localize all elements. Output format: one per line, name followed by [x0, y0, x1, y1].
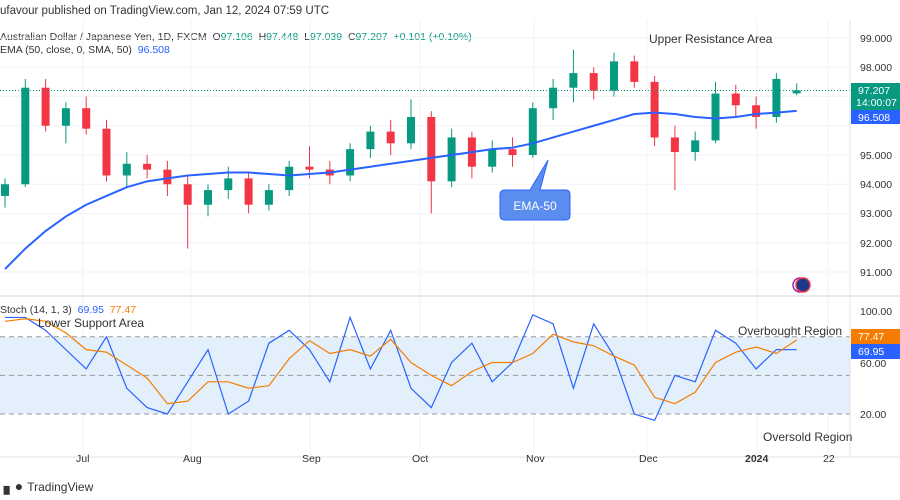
candle-body: [508, 149, 517, 155]
price-tick: 95.000: [860, 150, 892, 162]
candle-body: [305, 166, 314, 170]
change-value: +0.101 (+0.10%): [393, 31, 472, 43]
candle-body: [1, 184, 9, 196]
ema-callout: [499, 159, 571, 221]
ema-price-tag: [851, 110, 900, 124]
candle-body: [244, 178, 253, 205]
candle-body: [589, 73, 598, 91]
time-tick: 22: [823, 453, 835, 465]
low-value: 97.039: [309, 31, 343, 43]
candle-body: [650, 81, 659, 138]
candle-body: [752, 105, 761, 117]
candle-body: [264, 190, 273, 205]
stoch-k-line: [5, 314, 797, 422]
stoch-k-tag-text: 69.95: [858, 346, 884, 358]
time-axis[interactable]: Jul Aug Sep Oct Nov Dec 2024 22: [76, 453, 835, 465]
stoch-k-value: 69.95: [77, 304, 104, 316]
stoch-axis[interactable]: 100.00 60.00 20.00: [860, 306, 892, 421]
candle-body: [183, 184, 192, 205]
candle-body: [549, 87, 558, 109]
candle-body: [630, 61, 639, 82]
time-tick: Aug: [183, 453, 202, 465]
candle-body: [163, 169, 172, 185]
candle-body: [366, 131, 375, 150]
stoch-tick: 20.00: [860, 409, 886, 421]
candle-body: [21, 87, 30, 185]
stoch-k-tag: [851, 344, 900, 359]
symbol-legend: Australian Dollar / Japanese Yen, 1D, FX…: [0, 31, 472, 43]
candle-body: [82, 108, 91, 129]
candle-body: [772, 78, 781, 117]
candle-body: [447, 137, 456, 182]
candle-body: [41, 87, 50, 126]
candle-body: [691, 140, 700, 153]
time-tick: Sep: [302, 453, 321, 465]
candle-body: [610, 61, 618, 91]
price-tick: 93.000: [860, 208, 892, 220]
stoch-tick: 100.00: [860, 306, 892, 318]
upper-resistance-label: Upper Resistance Area: [649, 32, 773, 46]
candle-body: [488, 149, 497, 167]
symbol-name[interactable]: Australian Dollar / Japanese Yen, 1D, FX…: [0, 31, 207, 43]
price-tick: 99.000: [860, 33, 892, 45]
high-value: 97.448: [266, 31, 299, 43]
lower-support-label: Lower Support Area: [38, 316, 144, 330]
candle-body: [61, 108, 70, 126]
countdown-text: 14:00:07: [856, 97, 897, 109]
time-tick: Jul: [76, 453, 89, 465]
ema-line: [4, 109, 797, 270]
candle-body: [143, 163, 152, 170]
price-tick: 98.000: [860, 62, 892, 74]
candle-body: [711, 93, 720, 141]
oversold-label: Oversold Region: [763, 430, 852, 444]
candle-body: [792, 90, 801, 94]
ema-value: 96.508: [137, 44, 170, 56]
ema-callout-text: EMA-50: [513, 199, 557, 213]
candle-body: [102, 128, 111, 176]
candle-body: [346, 149, 355, 176]
stoch-legend[interactable]: Stoch (14, 1, 3) 69.95 77.47: [0, 304, 136, 316]
candle-body: [285, 166, 294, 191]
stoch-d-line: [4, 318, 798, 405]
flag-icon[interactable]: [792, 277, 811, 293]
candle-body: [731, 93, 740, 106]
open-value: 97.106: [220, 31, 253, 43]
close-value: 97.207: [355, 31, 388, 43]
time-tick: 2024: [745, 453, 769, 465]
price-axis[interactable]: 99.000 98.000 95.000 94.000 93.000 92.00…: [860, 33, 892, 279]
candle-body: [670, 137, 679, 153]
publish-info: ufavour published on TradingView.com, Ja…: [0, 5, 330, 17]
candle-body: [122, 163, 131, 176]
stoch-label: Stoch (14, 1, 3): [0, 304, 72, 316]
time-tick: Dec: [639, 453, 658, 465]
overbought-label: Overbought Region: [738, 324, 842, 338]
last-price-tag: [851, 83, 900, 110]
last-price-text: 97.207: [858, 85, 890, 97]
candle-body: [204, 190, 212, 205]
tv-logo-icon: ▖●: [4, 478, 24, 494]
candle-body: [407, 116, 415, 144]
price-tick: 94.000: [860, 179, 892, 191]
stoch-tick: 60.00: [860, 358, 886, 370]
stoch-d-value: 77.47: [109, 304, 137, 316]
time-tick: Oct: [412, 453, 428, 465]
stoch-d-tag-text: 77.47: [858, 331, 884, 343]
ema-label: EMA (50, close, 0, SMA, 50): [0, 44, 132, 56]
price-tick: 91.000: [860, 267, 892, 279]
candle-body: [224, 178, 233, 191]
candle-body: [528, 108, 537, 155]
candle-body: [569, 73, 578, 88]
candle-body: [427, 116, 436, 182]
tradingview-logo[interactable]: ▖● TradingView: [4, 478, 93, 495]
price-tick: 92.000: [860, 238, 892, 250]
ema-price-text: 96.508: [858, 112, 890, 124]
brand-text: TradingView: [27, 479, 94, 494]
candle-body: [386, 131, 395, 144]
time-tick: Nov: [526, 453, 545, 465]
stoch-d-tag: [851, 329, 900, 344]
ema-legend[interactable]: EMA (50, close, 0, SMA, 50) 96.508: [0, 44, 170, 56]
